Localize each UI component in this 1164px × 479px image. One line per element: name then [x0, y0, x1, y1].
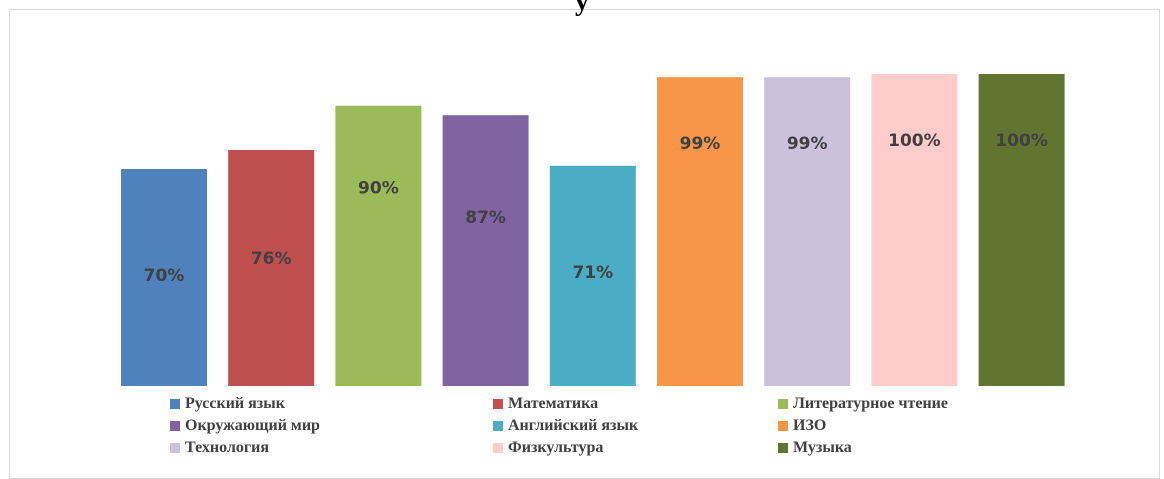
legend-label: Математика: [508, 395, 599, 412]
legend-item: Музыка: [778, 438, 1078, 458]
bar-data-label: 99%: [680, 134, 721, 154]
legend-item: Литературное чтение: [778, 394, 1078, 414]
legend-label: Английский язык: [508, 417, 639, 434]
bar-1: [121, 169, 207, 386]
legend-label: Музыка: [793, 439, 852, 456]
legend-swatch: [778, 443, 788, 453]
bar-8: [871, 74, 958, 386]
legend-swatch: [170, 443, 180, 453]
legend-swatch: [493, 421, 503, 431]
legend-item: Физкультура: [493, 438, 778, 458]
bar-data-label: 70%: [144, 266, 185, 286]
bar-data-label: 76%: [251, 249, 292, 269]
legend-item: Математика: [493, 394, 778, 414]
legend-item: Технология: [170, 438, 493, 458]
legend-swatch: [170, 399, 180, 409]
bar-data-label: 71%: [572, 263, 613, 283]
legend-item: Окружающий мир: [170, 416, 493, 436]
bar-4: [442, 115, 529, 386]
legend-swatch: [778, 421, 788, 431]
chart-title: у: [575, 0, 589, 17]
bar-7: [764, 77, 851, 386]
legend-label: Физкультура: [508, 439, 604, 456]
legend-swatch: [493, 443, 503, 453]
legend-label: Окружающий мир: [185, 417, 320, 434]
bar-data-label: 87%: [465, 208, 506, 228]
bar-data-label: 100%: [888, 131, 941, 151]
legend-item: Английский язык: [493, 416, 778, 436]
bar-data-label: 100%: [995, 131, 1048, 151]
bar-3: [335, 105, 422, 386]
legend-item: Русский язык: [170, 394, 493, 414]
bar-9: [978, 74, 1065, 386]
chart-legend: Русский язык Математика Литературное чтени…: [170, 394, 1130, 458]
bar-5: [549, 165, 636, 386]
legend-swatch: [778, 399, 788, 409]
legend-label: Литературное чтение: [793, 395, 948, 412]
legend-label: ИЗО: [793, 417, 827, 434]
legend-swatch: [170, 421, 180, 431]
bar-2: [228, 150, 315, 386]
bar-chart: 70% 76% 90% 87% 71% 99% 99% 100% 100%: [121, 74, 1065, 386]
bar-data-label: 90%: [358, 179, 399, 199]
legend-swatch: [493, 399, 503, 409]
bar-6: [657, 77, 743, 386]
legend-item: ИЗО: [778, 416, 1078, 436]
bar-data-label: 99%: [787, 134, 828, 154]
legend-label: Технология: [185, 439, 269, 456]
legend-label: Русский язык: [185, 395, 285, 412]
